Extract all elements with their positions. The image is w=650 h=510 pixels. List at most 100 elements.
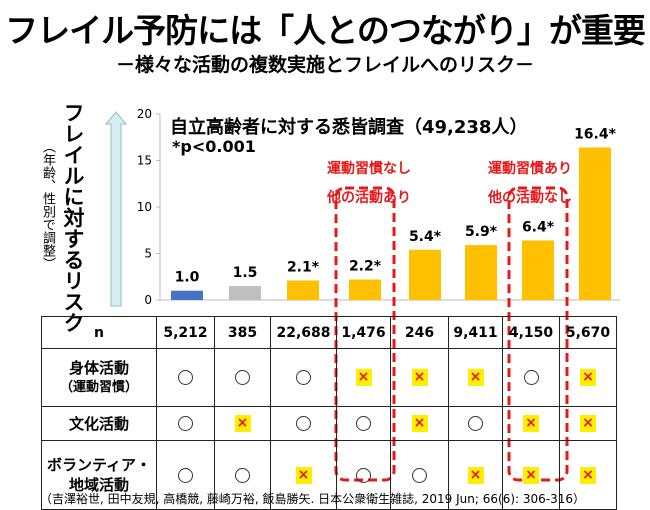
mark-cell: × xyxy=(502,440,560,510)
bar xyxy=(579,147,611,300)
cross-mark: × xyxy=(295,466,312,484)
annotation-line: 他の活動なし xyxy=(488,190,572,206)
bar-value-label: 1.0 xyxy=(175,270,200,286)
survey-title: 自立高齢者に対する悉皆調査（49,238人） xyxy=(170,117,528,138)
table-row: 身体活動 （運動習慣） × × × × xyxy=(41,348,617,407)
mark-cell xyxy=(336,440,391,510)
n-value: 5,212 xyxy=(156,316,215,349)
table-row: 文化活動 × × × × xyxy=(41,406,617,441)
mark-cell: × xyxy=(559,348,617,407)
bar-value-label: 2.2* xyxy=(349,259,382,275)
annotation-line: 他の活動あり xyxy=(327,190,411,206)
y-tick-label: 20 xyxy=(137,107,152,121)
cross-mark: × xyxy=(523,415,539,432)
cross-mark: × xyxy=(467,466,484,484)
row-label: 身体活動 xyxy=(68,358,129,377)
circle-mark xyxy=(178,416,193,431)
y-axis-label: フレイルに対するリスク xyxy=(61,102,85,333)
cross-mark: × xyxy=(355,369,372,386)
mark-cell xyxy=(214,348,271,407)
cross-mark: × xyxy=(580,466,596,484)
bar xyxy=(465,245,497,300)
page-subtitle: －様々な活動の複数実施とフレイルへのリスク－ xyxy=(115,54,534,76)
row-header: ボランティア・ 地域活動 xyxy=(41,440,157,510)
mark-cell xyxy=(156,348,215,407)
cross-mark: × xyxy=(467,369,484,386)
mark-cell xyxy=(270,406,337,441)
mark-cell xyxy=(214,440,271,510)
n-value: 9,411 xyxy=(448,316,503,349)
cross-mark: × xyxy=(580,369,596,386)
n-header: n xyxy=(41,316,157,349)
bar-value-label: 5.4* xyxy=(409,229,442,245)
circle-mark xyxy=(235,370,250,385)
mark-cell: × xyxy=(390,348,449,407)
activity-table: n 5,212 385 22,688 1,476 246 9,411 4,150 5,670 身体… xyxy=(41,316,617,510)
cross-mark: × xyxy=(411,369,428,386)
risk-arrow-icon xyxy=(104,111,128,307)
circle-mark xyxy=(178,370,193,385)
bar-value-label: 6.4* xyxy=(522,219,555,235)
mark-cell: × xyxy=(559,440,617,510)
y-tick-label: 15 xyxy=(137,154,152,168)
bar-value-label: 16.4* xyxy=(574,126,617,142)
mark-cell: × xyxy=(448,348,503,407)
row-header: 文化活動 xyxy=(41,406,157,441)
circle-mark xyxy=(356,467,371,483)
mark-cell: × xyxy=(270,440,337,510)
n-value: 4,150 xyxy=(502,316,560,349)
circle-mark xyxy=(296,370,311,385)
mark-cell xyxy=(156,406,215,441)
n-value: 246 xyxy=(390,316,449,349)
bar xyxy=(287,280,319,300)
table-row: ボランティア・ 地域活動 × × × × xyxy=(41,440,617,510)
bar xyxy=(171,290,203,300)
row-sublabel: （運動習慣） xyxy=(59,379,138,395)
n-value: 22,688 xyxy=(270,316,337,349)
annotation-line: 運動習慣あり xyxy=(488,161,572,177)
bar-value-label: 1.5 xyxy=(233,265,258,281)
mark-cell: × xyxy=(390,406,449,441)
cross-mark: × xyxy=(234,415,251,432)
cross-mark: × xyxy=(580,415,596,432)
circle-mark xyxy=(523,370,539,385)
mark-cell: × xyxy=(559,406,617,441)
annotation-exercise-only: 運動習慣あり 他の活動なし xyxy=(475,155,585,213)
circle-mark xyxy=(356,416,371,431)
mark-cell xyxy=(448,406,503,441)
mark-cell: × xyxy=(214,406,271,441)
mark-cell: × xyxy=(336,348,391,407)
mark-cell: × xyxy=(448,440,503,510)
mark-cell xyxy=(390,440,449,510)
bar-value-label: 5.9* xyxy=(465,224,498,240)
bar xyxy=(349,279,381,300)
y-tick-label: 0 xyxy=(144,293,152,307)
y-tick-label: 5 xyxy=(144,247,152,261)
citation: （吉澤裕世, 田中友規, 高橋競, 藤崎万裕, 飯島勝矢. 日本公衆衛生雑誌, … xyxy=(40,492,586,506)
circle-mark xyxy=(468,416,483,431)
mark-cell xyxy=(270,348,337,407)
y-axis-sublabel: （年齢、性別で調整） xyxy=(40,140,55,270)
annotation-line: 運動習慣なし xyxy=(327,161,411,177)
table-row-n: n 5,212 385 22,688 1,476 246 9,411 4,150 5,670 xyxy=(41,316,617,349)
n-value: 5,670 xyxy=(559,316,617,349)
circle-mark xyxy=(178,467,193,483)
bar xyxy=(229,286,261,300)
row-label: ボランティア・ xyxy=(46,456,152,474)
bar xyxy=(522,240,554,300)
annotation-no-exercise: 運動習慣なし 他の活動あり xyxy=(314,155,424,213)
page-title: フレイル予防には「人とのつながり」が重要 xyxy=(5,11,646,50)
n-value: 1,476 xyxy=(336,316,391,349)
n-value: 385 xyxy=(214,316,271,349)
row-header: 身体活動 （運動習慣） xyxy=(41,348,157,407)
mark-cell xyxy=(502,348,560,407)
y-tick-label: 10 xyxy=(137,200,152,214)
row-label: 文化活動 xyxy=(68,414,129,433)
bar xyxy=(409,249,441,300)
bar-value-label: 2.1* xyxy=(287,259,320,275)
circle-mark xyxy=(235,467,250,483)
cross-mark: × xyxy=(411,415,428,432)
circle-mark xyxy=(296,416,311,431)
circle-mark xyxy=(412,467,427,483)
